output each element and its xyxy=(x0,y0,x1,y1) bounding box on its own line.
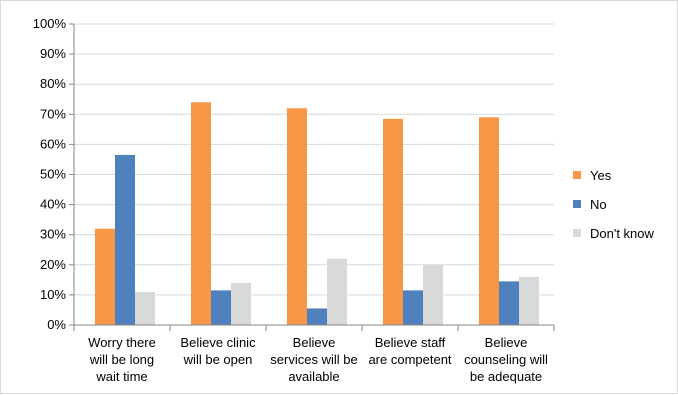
category-label: will be long xyxy=(89,352,154,367)
gridlines xyxy=(74,23,554,296)
bar-don-t-know-3 xyxy=(423,264,443,325)
bar-don-t-know-2 xyxy=(327,258,347,325)
category-label: Believe clinic xyxy=(180,335,256,350)
bar-yes-1 xyxy=(191,102,211,325)
y-tick-label: 100% xyxy=(33,16,67,31)
y-tick-label: 80% xyxy=(40,76,66,91)
y-tick-label: 20% xyxy=(40,257,66,272)
legend-label: Don't know xyxy=(590,226,655,241)
category-label: services will be xyxy=(270,352,357,367)
bar-no-2 xyxy=(307,308,327,325)
legend-swatch xyxy=(573,200,581,208)
category-label: Worry there xyxy=(88,335,156,350)
category-label: wait time xyxy=(95,369,147,384)
legend: Yes No Don't know xyxy=(573,168,655,241)
bar-yes-2 xyxy=(287,108,307,325)
bar-don-t-know-0 xyxy=(135,291,155,325)
bars xyxy=(95,102,539,325)
y-tick-label: 60% xyxy=(40,136,66,151)
bar-no-4 xyxy=(499,281,519,325)
y-tick-label: 50% xyxy=(40,167,66,182)
category-label: are competent xyxy=(368,352,451,367)
y-tick-label: 90% xyxy=(40,46,66,61)
bar-don-t-know-1 xyxy=(231,282,251,325)
legend-swatch xyxy=(573,171,581,179)
y-tick-label: 40% xyxy=(40,197,66,212)
category-label: will be open xyxy=(183,352,253,367)
y-tick-label: 70% xyxy=(40,106,66,121)
category-label: be adequate xyxy=(470,369,542,384)
legend-swatch xyxy=(573,229,581,237)
bar-don-t-know-4 xyxy=(519,276,539,325)
y-tick-label: 10% xyxy=(40,287,66,302)
category-label: Believe staff xyxy=(375,335,446,350)
bar-yes-0 xyxy=(95,228,115,325)
y-tick-labels: 0% 10% 20% 30% 40% 50% 60% 70% 80% 90% 100% xyxy=(33,16,67,332)
bar-no-1 xyxy=(211,290,231,325)
bar-no-0 xyxy=(115,154,135,325)
legend-label: Yes xyxy=(590,168,612,183)
bar-no-3 xyxy=(403,290,423,325)
axes xyxy=(69,23,555,331)
category-label: Believe xyxy=(485,335,528,350)
bar-yes-3 xyxy=(383,118,403,325)
bar-yes-4 xyxy=(479,117,499,325)
y-tick-label: 30% xyxy=(40,227,66,242)
category-labels: Worry there will be long wait time Believe … xyxy=(88,335,548,384)
y-tick-label: 0% xyxy=(47,317,66,332)
category-label: available xyxy=(288,369,339,384)
category-label: Believe xyxy=(293,335,336,350)
legend-label: No xyxy=(590,197,607,212)
category-label: counseling will xyxy=(464,352,548,367)
